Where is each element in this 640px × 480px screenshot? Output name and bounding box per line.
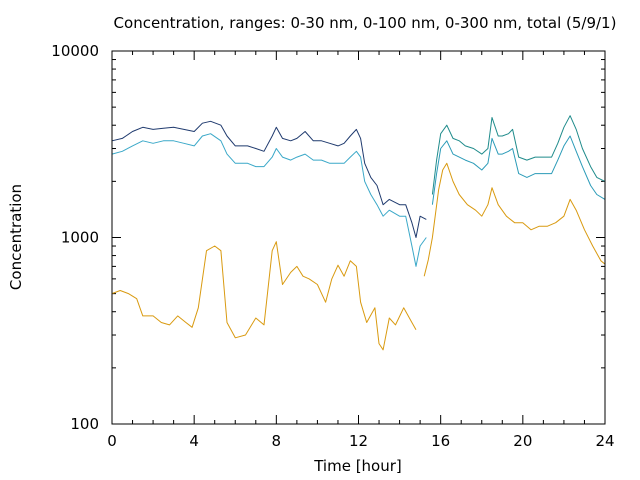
- series-line-4: [431, 135, 606, 205]
- x-tick-label: 24: [595, 432, 614, 450]
- series-line-3: [111, 133, 427, 267]
- x-tick-label: 12: [349, 432, 368, 450]
- series-line-6: [423, 162, 606, 277]
- series-group: [111, 115, 606, 351]
- x-tick-label: 0: [107, 432, 117, 450]
- series-line-5: [111, 241, 417, 351]
- series-line-1: [111, 120, 427, 238]
- plot-frame: [111, 50, 606, 425]
- y-tick-label: 100: [70, 415, 99, 433]
- x-axis-label: Time [hour]: [313, 457, 402, 475]
- x-tick-label: 8: [272, 432, 282, 450]
- y-axis-label: Concentration: [7, 184, 25, 290]
- x-tick-label: 16: [431, 432, 450, 450]
- series-line-2: [431, 115, 606, 195]
- axis-ticks: 0 4 8 12 16 20 24 100 1000 10000: [51, 42, 614, 450]
- chart-title: Concentration, ranges: 0-30 nm, 0-100 nm…: [114, 14, 617, 32]
- x-tick-label: 4: [189, 432, 199, 450]
- x-tick-label: 20: [513, 432, 532, 450]
- y-tick-label: 1000: [61, 229, 99, 247]
- y-tick-label: 10000: [51, 42, 99, 60]
